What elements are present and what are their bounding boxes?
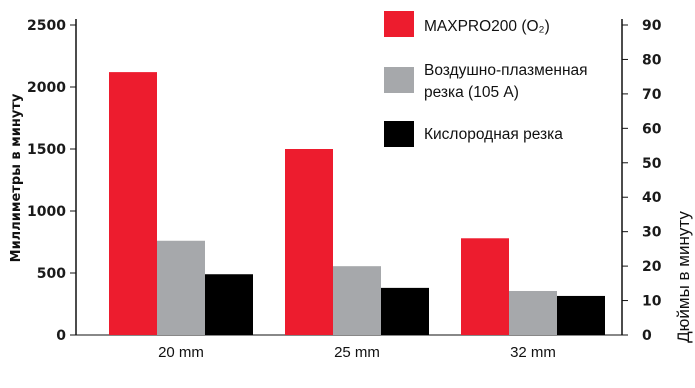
right-axis-ticks: 0 10 20 30 40 50 60 70 80 90 [622,18,662,344]
legend-label: MAXPRO200 (O₂) [424,18,550,35]
bar [509,290,557,335]
left-tick-label: 0 [56,328,66,344]
left-tick-label: 1000 [27,204,66,220]
legend-label: резка (105 A) [424,84,519,101]
right-tick-label: 60 [642,121,662,137]
right-tick-label: 50 [642,156,662,172]
bar [557,295,605,335]
category-label: 32 mm [510,344,556,361]
category-label: 25 mm [334,344,380,361]
category-labels: 20 mm 25 mm 32 mm [158,344,556,361]
right-tick-label: 20 [642,259,662,275]
legend-swatch [384,67,414,93]
bar [157,240,205,335]
legend-label: Воздушно-плазменная [424,62,588,79]
right-tick-label: 90 [642,18,662,34]
legend-swatch [384,11,414,37]
bar [109,72,157,336]
left-axis-title: Миллиметры в минуту [9,93,24,262]
right-tick-label: 70 [642,87,662,103]
legend: MAXPRO200 (O₂) Воздушно-плазменная резка (… [384,11,588,147]
left-tick-label: 2000 [27,80,66,96]
left-tick-label: 500 [37,266,66,282]
left-tick-label: 2500 [27,18,66,34]
right-tick-label: 10 [642,294,662,310]
bar [333,266,381,335]
right-axis-title: Дюймы в минуту [674,211,693,343]
legend-label: Кислородная резка [424,126,563,143]
right-tick-label: 30 [642,225,662,241]
bars [109,72,605,336]
right-tick-label: 0 [642,328,652,344]
category-label: 20 mm [158,344,204,361]
left-tick-label: 1500 [27,142,66,158]
right-tick-label: 40 [642,190,662,206]
bar [461,238,509,335]
legend-swatch [384,121,414,147]
bar [381,287,429,335]
right-tick-label: 80 [642,52,662,68]
bar [285,149,333,335]
left-axis-ticks: 0 500 1000 1500 2000 2500 [27,18,76,344]
bar [205,274,253,335]
